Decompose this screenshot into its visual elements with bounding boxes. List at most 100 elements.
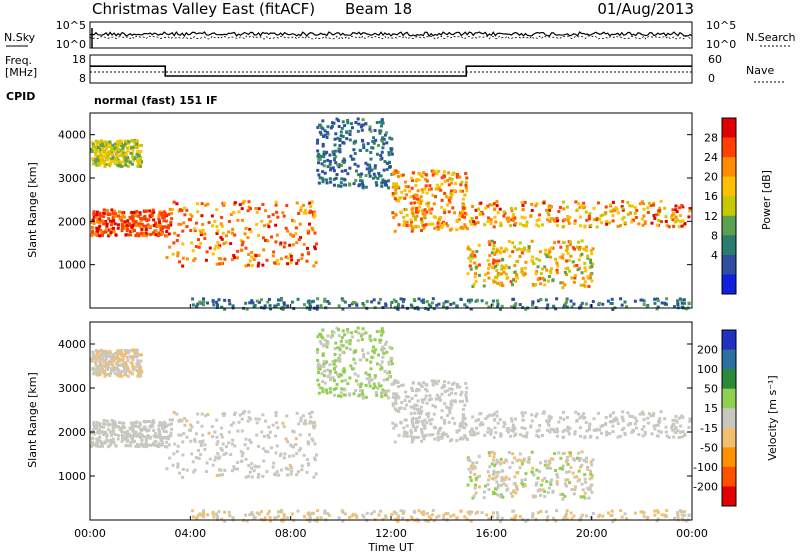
power-point [514,279,518,283]
velocity-point [471,433,475,437]
power-colorbar-segment [722,274,736,295]
velocity-point [323,511,327,515]
velocity-point [134,432,138,436]
velocity-point [590,476,594,480]
velocity-point [104,366,108,370]
velocity-point [458,399,462,403]
power-point [425,191,429,195]
power-point [90,147,94,151]
power-point [315,141,319,145]
velocity-point [554,519,558,523]
power-point [118,210,122,214]
velocity-point [190,425,194,429]
velocity-point [432,519,436,523]
power-point [480,299,484,303]
cpid-label: CPID [6,90,35,103]
power-point [565,305,569,309]
power-point [307,222,311,226]
power-point [479,201,483,205]
power-point [274,223,278,227]
power-point [130,229,134,233]
power-point [131,148,135,152]
power-point [646,206,650,210]
power-point [569,299,573,303]
velocity-point [599,424,603,428]
velocity-point [216,452,220,456]
power-point [106,158,110,162]
velocity-point [571,471,575,475]
velocity-point [436,438,440,442]
power-point [377,301,381,305]
power-point [181,264,185,268]
power-point [154,224,158,228]
velocity-point [494,470,498,474]
power-point [257,207,261,211]
power-point [99,228,103,232]
velocity-point [582,495,586,499]
velocity-point [416,519,420,523]
velocity-point [139,429,143,433]
x-axis-label: Time UT [367,541,413,554]
power-point [92,221,96,225]
velocity-point [134,355,138,359]
velocity-point [198,512,202,516]
power-point [657,209,661,213]
velocity-point [419,428,423,432]
power-point [324,178,328,182]
velocity-point [688,419,692,423]
velocity-point [461,420,465,424]
power-point [256,264,260,268]
power-point [161,216,165,220]
power-point [332,169,336,173]
velocity-point [409,429,413,433]
power-point [99,151,103,155]
velocity-point [240,429,244,433]
power-point [426,204,430,208]
power-point [323,133,327,137]
power-point [201,228,205,232]
power-point [411,194,415,198]
x-tick-label: 12:00 [375,527,407,540]
power-point [645,305,649,309]
velocity-point [578,416,582,420]
freq-panel: Freq. [MHz] 18 8 60 0 Nave [5,53,784,85]
velocity-point [241,412,245,416]
velocity-point [142,435,146,439]
velocity-point [556,429,560,433]
velocity-point [546,491,550,495]
velocity-point [140,369,144,373]
velocity-point [211,512,215,516]
power-point [334,132,338,136]
velocity-point [261,474,265,478]
velocity-point [543,494,547,498]
power-point [561,200,565,204]
power-point [653,301,657,305]
velocity-point [154,435,158,439]
velocity-point [550,457,554,461]
power-point [381,121,385,125]
velocity-point [490,515,494,519]
power-point [396,304,400,308]
power-point [395,171,399,175]
power-point [307,252,311,256]
velocity-point [98,373,102,377]
power-point [369,150,373,154]
power-point [392,170,396,174]
power-point [413,201,417,205]
velocity-point [381,330,385,334]
velocity-point [417,388,421,392]
velocity-point [596,411,600,415]
power-point [474,208,478,212]
power-point [582,206,586,210]
velocity-point [124,435,128,439]
power-point [603,212,607,216]
power-point [220,305,224,309]
power-point [597,301,601,305]
power-point [385,167,389,171]
velocity-point [334,364,338,368]
power-point [460,189,464,193]
power-point [348,304,352,308]
power-point [98,224,102,228]
velocity-point [424,387,428,391]
velocity-point [465,399,469,403]
